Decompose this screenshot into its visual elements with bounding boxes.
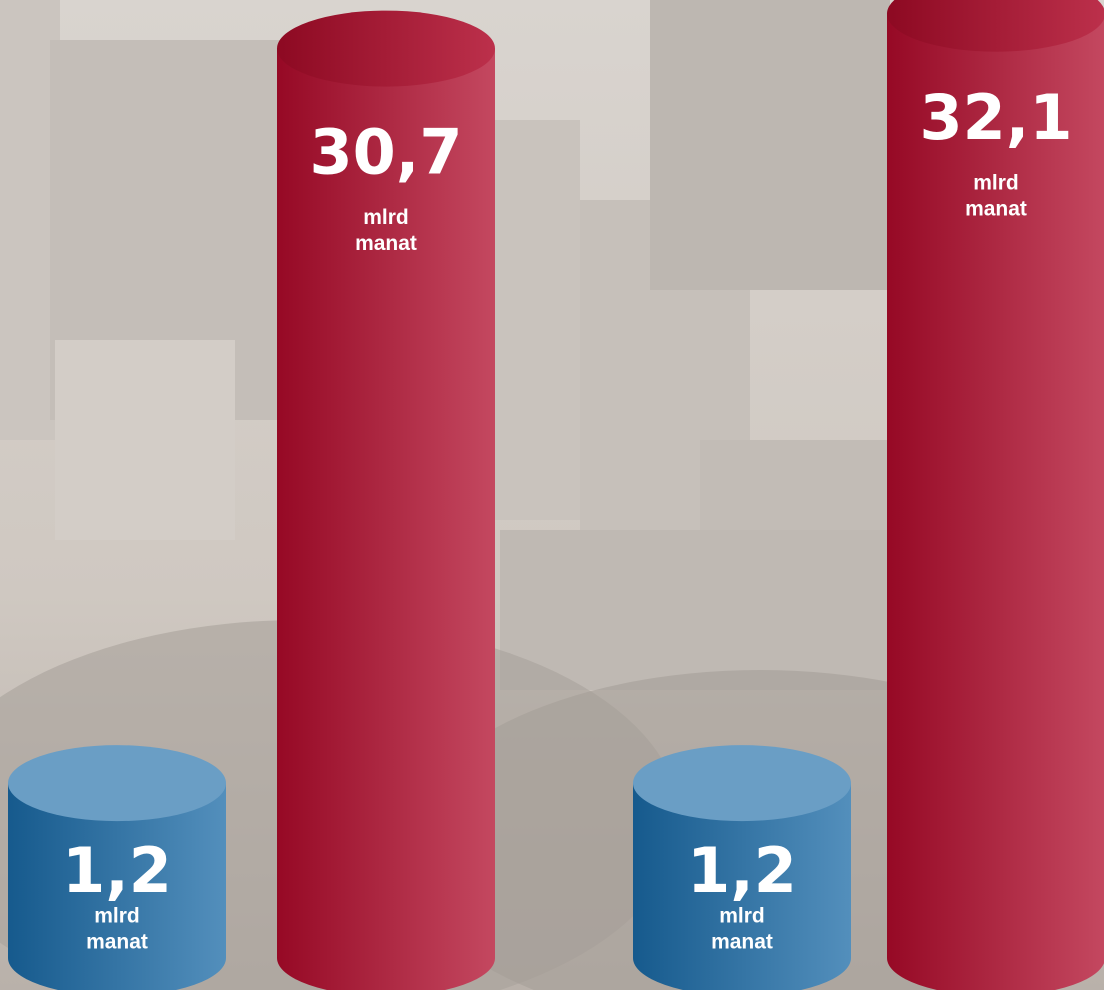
cylinder-body <box>633 783 851 990</box>
unit-label: mlrd <box>719 905 765 928</box>
cylinder-body <box>277 48 495 990</box>
cylinder-body <box>8 783 226 990</box>
unit-label: manat <box>711 931 773 954</box>
unit-label: manat <box>355 232 417 255</box>
cylinder-top <box>8 745 226 822</box>
value-label: 1,2 <box>62 834 172 907</box>
cylinder-top <box>277 10 495 87</box>
unit-label: mlrd <box>363 206 409 229</box>
cylinder-top <box>887 0 1104 52</box>
unit-label: mlrd <box>973 171 1019 194</box>
value-label: 32,1 <box>920 81 1073 154</box>
unit-label: mlrd <box>94 905 140 928</box>
value-label: 1,2 <box>687 834 797 907</box>
cylinder-top <box>633 745 851 822</box>
unit-label: manat <box>965 197 1027 220</box>
unit-label: manat <box>86 931 148 954</box>
cylinder-body <box>887 13 1104 990</box>
value-label: 30,7 <box>310 116 463 189</box>
